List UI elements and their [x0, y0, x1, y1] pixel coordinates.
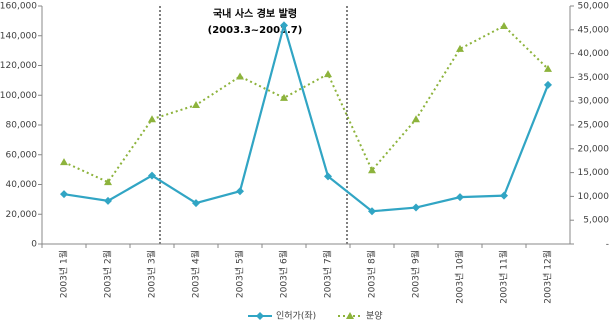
point	[368, 166, 376, 174]
y-tick-label: 20,000	[6, 210, 38, 220]
point	[236, 187, 244, 196]
point	[280, 93, 288, 101]
x-tick-label: 2003년 10월	[454, 250, 466, 304]
point	[456, 193, 464, 202]
y2-tick-label: 15,000	[578, 168, 610, 178]
y-tick-label: 160,000	[0, 2, 37, 12]
y2-tick-label: 30,000	[578, 97, 610, 107]
y2-tick-label: 10,000	[578, 192, 610, 202]
point	[500, 21, 508, 29]
point	[544, 80, 552, 89]
x-tick-label: 2003년 7월	[322, 250, 334, 298]
legend-label: 분양	[366, 311, 383, 322]
y2-tick-label: 5,000	[583, 216, 609, 226]
y-tick-label: 40,000	[6, 180, 38, 190]
y2-tick-label: 35,000	[578, 73, 610, 83]
annotation: (2003.3~2003.7)	[208, 25, 303, 36]
point	[544, 64, 552, 72]
y-tick-label: 140,000	[0, 31, 37, 41]
y-tick-label: 80,000	[6, 121, 38, 131]
series-line	[63, 21, 550, 213]
y-tick-label: 100,000	[0, 91, 37, 101]
x-tick-label: 2003년 1월	[58, 250, 70, 298]
y2-tick-label: 40,000	[578, 49, 610, 59]
point	[60, 190, 68, 199]
point	[256, 312, 264, 320]
y2-tick-label: 50,000	[578, 2, 610, 12]
x-tick-label: 2003년 3월	[146, 250, 158, 298]
point	[104, 178, 112, 186]
point	[192, 199, 200, 208]
point	[324, 172, 332, 181]
point	[412, 115, 420, 123]
y-tick-label: 0	[31, 240, 37, 250]
x-tick-label: 2003년 5월	[234, 250, 246, 298]
x-tick-label: 2003년 11월	[498, 250, 510, 304]
annotation: 국내 사스 경보 발령	[213, 7, 297, 20]
point	[60, 158, 68, 166]
x-tick-label: 2003년 6월	[278, 250, 290, 298]
x-tick-label: 2003년 8월	[366, 250, 378, 298]
point	[236, 72, 244, 80]
point	[368, 207, 376, 216]
y2-tick-label: -	[606, 240, 609, 250]
point	[148, 171, 156, 180]
point	[104, 196, 112, 205]
legend-label: 인허가(좌)	[276, 311, 316, 322]
y-tick-label: 120,000	[0, 61, 37, 71]
point	[324, 70, 332, 78]
x-tick-label: 2003년 9월	[410, 250, 422, 298]
x-tick-label: 2003년 12월	[542, 250, 554, 304]
y2-tick-label: 20,000	[578, 144, 610, 154]
x-tick-label: 2003년 4월	[190, 250, 202, 298]
y2-tick-label: 45,000	[578, 25, 610, 35]
x-tick-label: 2003년 2월	[102, 250, 114, 298]
point	[346, 312, 354, 319]
point	[456, 44, 464, 52]
y2-tick-label: 25,000	[578, 121, 610, 131]
point	[280, 21, 288, 30]
point	[148, 115, 156, 123]
y-tick-label: 60,000	[6, 150, 38, 160]
point	[192, 101, 200, 109]
point	[500, 191, 508, 200]
point	[412, 203, 420, 212]
